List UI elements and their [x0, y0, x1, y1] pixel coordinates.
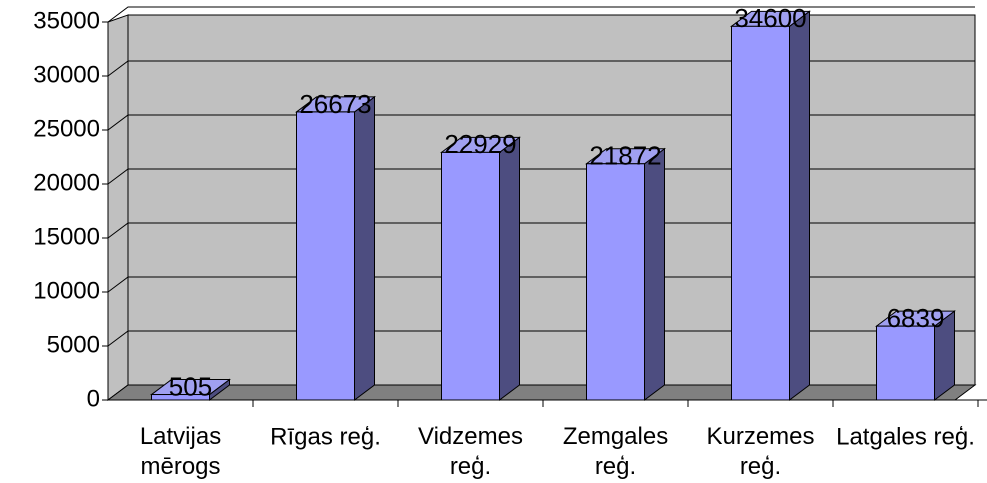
- y-tick-label: 10000: [33, 277, 100, 304]
- grid-line: [107, 6, 975, 23]
- value-label: 34600: [734, 3, 806, 33]
- value-label: 22929: [444, 129, 516, 159]
- side-wall: [107, 14, 129, 401]
- bar: [731, 25, 790, 401]
- value-label: 505: [169, 371, 212, 401]
- grid-line: [107, 330, 975, 347]
- grid-line: [107, 222, 975, 239]
- bar: [441, 151, 500, 401]
- grid-line: [107, 114, 975, 131]
- bar: [151, 394, 210, 401]
- bar-side: [789, 10, 810, 401]
- bar: [586, 163, 645, 401]
- y-tick-label: 35000: [33, 7, 100, 34]
- x-tick-label-line: Vidzemes: [418, 423, 523, 450]
- y-tick-label: 5000: [47, 331, 100, 358]
- value-label: 6839: [887, 303, 945, 333]
- y-tick-label: 0: [87, 385, 100, 412]
- y-tick-label: 15000: [33, 223, 100, 250]
- x-tick-label-line: reģ.: [595, 453, 636, 480]
- y-tick-label: 25000: [33, 115, 100, 142]
- x-tick-label-line: reģ.: [450, 453, 491, 480]
- x-tick-label-line: Zemgales: [563, 423, 668, 450]
- x-tick-label-line: Latvijas: [140, 423, 221, 450]
- bar-side: [644, 147, 665, 401]
- x-tick-label: Zemgales reģ.: [563, 423, 668, 480]
- value-label: 21872: [589, 141, 661, 171]
- x-tick-label: Vidzemes reģ.: [418, 423, 523, 480]
- y-tick-label: 30000: [33, 61, 100, 88]
- floor: [106, 384, 977, 401]
- grid-line: [107, 276, 975, 293]
- x-tick-label: Latgales reģ.: [836, 423, 975, 450]
- y-tick-label: 20000: [33, 169, 100, 196]
- x-tick-label: Rīgas reģ.: [270, 423, 381, 450]
- x-tick-label: Kurzemes reģ.: [706, 423, 814, 480]
- back-wall: [127, 14, 976, 386]
- bar-side: [354, 95, 375, 401]
- x-tick-label-line: reģ.: [740, 453, 781, 480]
- x-tick-label-line: Kurzemes: [706, 423, 814, 450]
- grid-line: [107, 60, 975, 77]
- value-label: 26673: [299, 89, 371, 119]
- bar-side: [499, 136, 520, 401]
- bar: [296, 111, 355, 401]
- x-tick-label: Latvijas mērogs: [140, 423, 221, 480]
- grid-line: [107, 168, 975, 185]
- x-tick-label-line: mērogs: [140, 453, 220, 480]
- bar: [876, 325, 935, 401]
